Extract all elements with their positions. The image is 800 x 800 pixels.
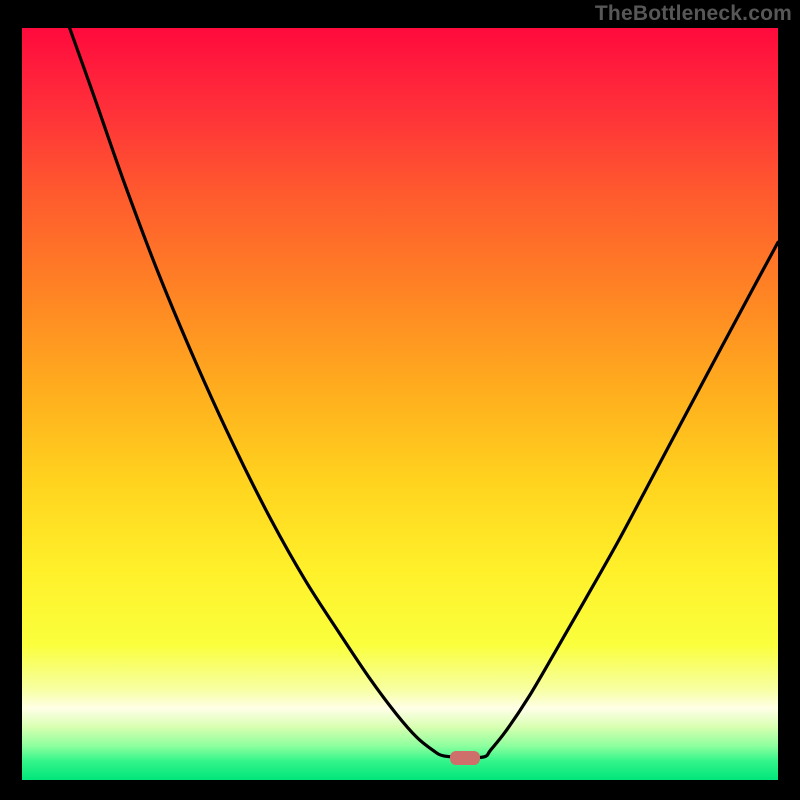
watermark-text: TheBottleneck.com [595,2,792,26]
chart-container: TheBottleneck.com [0,0,800,800]
bottleneck-curve [22,28,778,780]
optimal-marker [450,751,480,765]
plot-area [22,28,778,780]
